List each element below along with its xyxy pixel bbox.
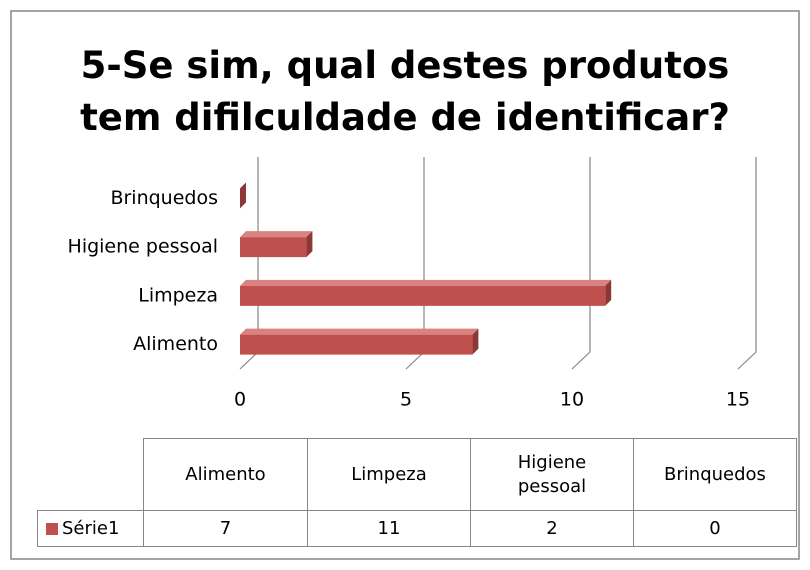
table-value: 0 xyxy=(633,510,797,547)
x-tick-label: 15 xyxy=(726,389,750,411)
legend-cell: Série1 xyxy=(37,510,144,547)
legend-label: Série1 xyxy=(62,517,120,539)
grid-line-floor xyxy=(239,351,259,370)
legend-swatch xyxy=(46,522,58,535)
y-tick-label: Higiene pessoal xyxy=(68,236,218,258)
bar-side xyxy=(605,279,612,306)
bar-side xyxy=(240,182,246,209)
table-value: 11 xyxy=(307,510,471,547)
bar-top xyxy=(240,328,479,335)
x-tick-label: 10 xyxy=(560,389,584,411)
bar-top xyxy=(240,231,313,238)
bar-side xyxy=(472,328,479,355)
grid-line-floor xyxy=(405,351,425,370)
grid-line-floor xyxy=(737,351,757,370)
table-header: Higiene pessoal xyxy=(470,438,634,511)
x-tick-label: 5 xyxy=(400,389,412,411)
y-tick-label: Limpeza xyxy=(138,284,218,306)
table-header: Limpeza xyxy=(307,438,471,511)
bar xyxy=(240,237,307,258)
y-tick-label: Brinquedos xyxy=(110,187,218,209)
bar xyxy=(240,334,473,355)
bar-top xyxy=(240,279,612,286)
y-tick-label: Alimento xyxy=(133,333,218,355)
table-header: Alimento xyxy=(143,438,308,511)
table-value: 7 xyxy=(143,510,308,547)
chart-border xyxy=(10,10,800,560)
bar-side xyxy=(306,231,313,258)
bar xyxy=(240,285,606,306)
chart-title: 5-Se sim, qual destes produtos tem difil… xyxy=(80,44,730,139)
x-tick-label: 0 xyxy=(234,389,246,411)
table-value: 2 xyxy=(470,510,634,547)
grid-line-floor xyxy=(571,351,591,370)
table-header: Brinquedos xyxy=(633,438,797,511)
